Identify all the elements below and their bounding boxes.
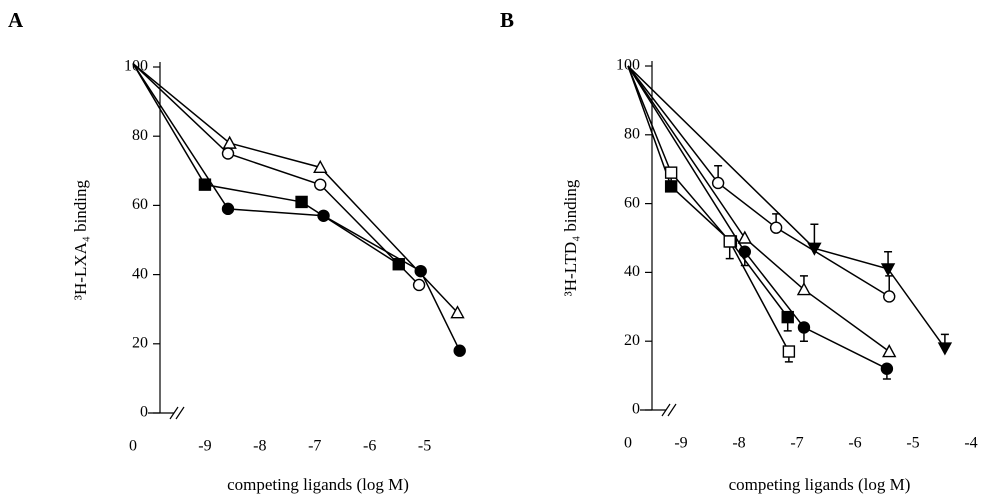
marker xyxy=(314,178,327,191)
x-axis-label: competing ligands (log M) xyxy=(227,475,409,494)
series-line xyxy=(627,65,888,370)
marker xyxy=(723,235,736,248)
marker xyxy=(796,282,812,296)
y-tick-label: 0 xyxy=(140,404,148,421)
x-tick-label: -9 xyxy=(198,438,211,455)
panel-label: B xyxy=(500,8,514,32)
marker xyxy=(295,195,308,209)
marker xyxy=(737,230,752,244)
marker xyxy=(882,344,897,358)
y-tick-label: 20 xyxy=(132,334,148,351)
x-axis-label: competing ligands (log M) xyxy=(729,475,911,494)
marker xyxy=(883,290,896,303)
marker xyxy=(313,159,328,174)
marker xyxy=(414,264,427,278)
x-tick-label: -7 xyxy=(790,435,803,452)
marker xyxy=(769,221,783,234)
marker xyxy=(453,344,466,357)
marker xyxy=(880,263,896,277)
y-axis-label: ³H-LXA₄ binding xyxy=(71,179,90,300)
marker xyxy=(807,242,822,256)
marker xyxy=(664,166,678,179)
marker xyxy=(198,178,212,191)
y-tick-label: 60 xyxy=(624,194,640,211)
y-tick-label: 20 xyxy=(624,332,640,349)
series-line xyxy=(627,65,789,318)
series-line xyxy=(132,62,420,286)
marker xyxy=(317,209,330,222)
y-tick-label: 40 xyxy=(132,265,148,282)
y-axis-label: ³H-LTD₄ binding xyxy=(561,179,580,296)
marker xyxy=(450,305,465,319)
axis-break xyxy=(667,403,677,417)
panel-label: A xyxy=(8,8,24,32)
x-tick-label: -6 xyxy=(363,438,376,455)
marker xyxy=(711,176,725,190)
y-tick-label: 40 xyxy=(624,263,640,280)
marker xyxy=(797,321,811,334)
x-tick-label: -8 xyxy=(732,435,745,452)
marker xyxy=(392,258,405,271)
x-tick-label: -6 xyxy=(848,435,861,452)
x-tick-label: -8 xyxy=(253,438,266,455)
series-line xyxy=(627,65,946,349)
y-tick-label: 0 xyxy=(632,401,640,418)
x-tick-label: -5 xyxy=(906,435,919,452)
x-tick-label: -4 xyxy=(964,435,977,452)
marker xyxy=(782,345,796,358)
marker xyxy=(937,342,953,356)
x-tick-label: -9 xyxy=(674,435,687,452)
marker xyxy=(781,310,794,324)
x-tick-label: -7 xyxy=(308,438,321,455)
x-tick-label: 0 xyxy=(624,435,632,452)
series-line xyxy=(627,65,890,353)
axis-break xyxy=(661,403,671,417)
marker xyxy=(412,278,426,292)
x-tick-label: 0 xyxy=(129,438,137,455)
axis-break xyxy=(169,406,179,420)
axis-break xyxy=(175,406,185,420)
y-tick-label: 60 xyxy=(132,196,148,213)
series-line xyxy=(132,63,400,265)
y-tick-label: 80 xyxy=(624,125,640,142)
marker xyxy=(221,202,235,216)
y-tick-label: 100 xyxy=(616,57,640,74)
x-tick-label: -5 xyxy=(418,438,431,455)
series-line xyxy=(627,65,890,298)
marker xyxy=(738,245,751,258)
series-line xyxy=(627,65,790,352)
series-line xyxy=(132,62,459,314)
y-tick-label: 80 xyxy=(132,127,148,144)
marker xyxy=(880,362,894,375)
marker xyxy=(221,147,235,160)
